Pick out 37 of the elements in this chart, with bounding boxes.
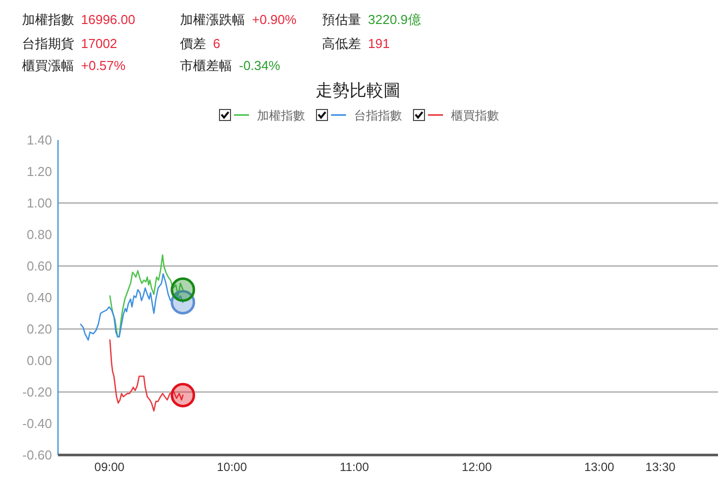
x-tick-label: 13:00 — [584, 460, 614, 474]
x-tick-label: 10:00 — [216, 460, 247, 474]
y-tick-label: 1.40 — [26, 132, 52, 148]
legend-label: 加權指數 — [257, 108, 305, 122]
x-tick-label: 11:00 — [340, 460, 369, 474]
y-tick-label: 0.80 — [26, 227, 52, 242]
legend-label: 櫃買指數 — [451, 108, 499, 122]
info-value: -0.34% — [239, 58, 280, 73]
x-tick-label: 09:00 — [94, 460, 124, 474]
y-tick-label: 0.60 — [26, 258, 52, 274]
info-value: 16996.00 — [81, 12, 136, 27]
info-value: 191 — [368, 36, 390, 51]
info-value: +0.90% — [252, 12, 296, 27]
info-value: 3220.9億 — [368, 12, 421, 27]
y-tick-label: 0.20 — [26, 322, 52, 336]
y-tick-label: -0.40 — [22, 416, 52, 431]
info-label: 預估量 — [322, 12, 361, 27]
info-value: 6 — [213, 36, 220, 51]
y-tick-label: 0.40 — [26, 290, 52, 305]
y-tick-label: 1.00 — [26, 196, 52, 210]
info-label: 台指期貨 — [22, 36, 74, 51]
y-tick-label: -0.60 — [22, 448, 52, 462]
info-value: +0.57% — [81, 58, 126, 73]
info-label: 市櫃差幅 — [180, 58, 232, 73]
info-label: 價差 — [180, 36, 206, 51]
info-label: 加權指數 — [22, 12, 74, 27]
info-label: 加權漲跌幅 — [180, 12, 245, 27]
chart-title: 走勢比較圖 — [316, 81, 400, 100]
x-tick-label: 12:00 — [462, 460, 492, 474]
y-tick-label: -0.20 — [22, 384, 52, 400]
y-tick-label: 0.00 — [26, 353, 52, 368]
x-tick-label: 13:30 — [645, 460, 676, 474]
legend-label: 台指指數 — [354, 108, 402, 122]
y-tick-label: 1.20 — [26, 164, 52, 179]
info-label: 高低差 — [322, 36, 361, 51]
info-label: 櫃買漲幅 — [22, 58, 74, 73]
info-value: 17002 — [81, 36, 118, 51]
